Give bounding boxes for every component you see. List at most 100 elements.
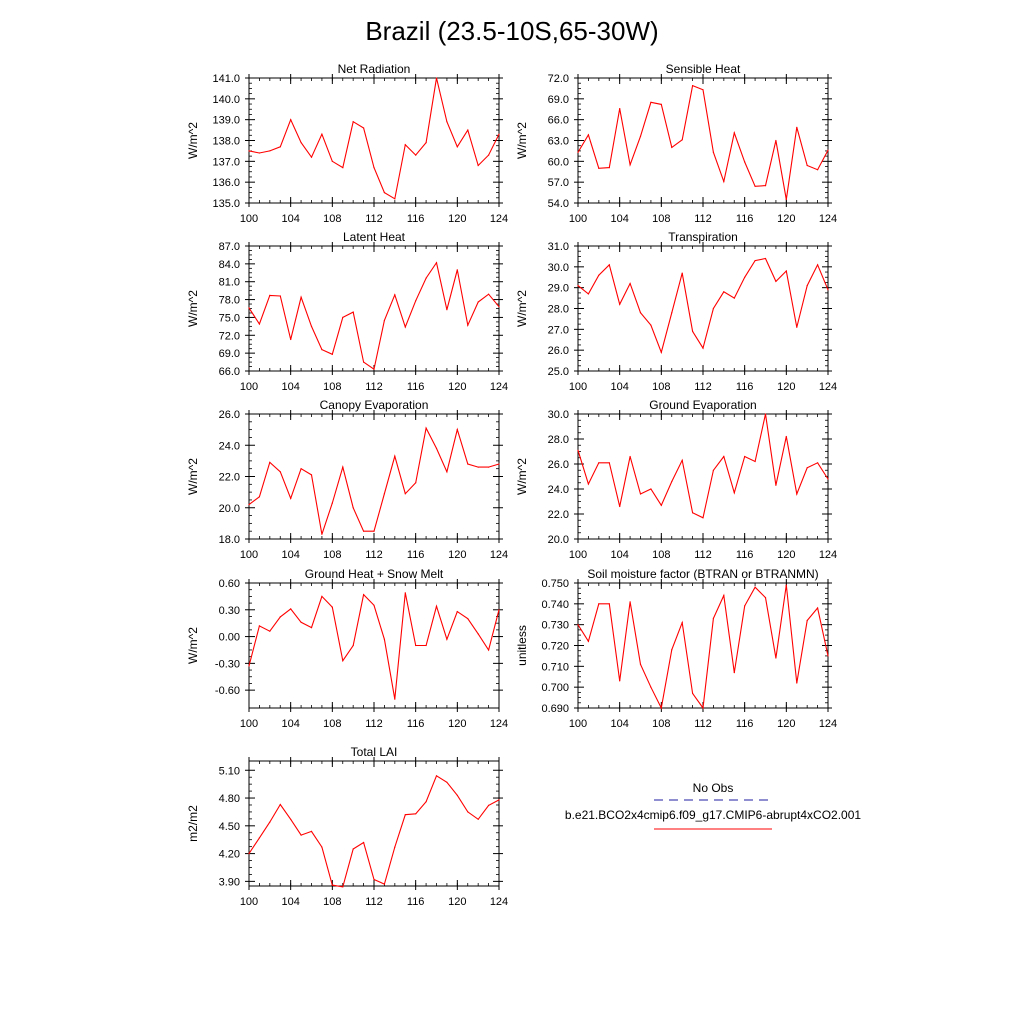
data-point xyxy=(650,686,652,688)
data-point xyxy=(827,655,829,657)
y-axis-label: W/m^2 xyxy=(186,627,200,664)
x-tick-label: 124 xyxy=(490,549,508,561)
x-tick-label: 108 xyxy=(323,381,341,393)
data-point xyxy=(764,413,767,415)
x-tick-label: 112 xyxy=(694,549,712,561)
data-point xyxy=(467,811,469,813)
data-point xyxy=(723,180,725,183)
data-point xyxy=(456,146,458,148)
panel-title: Canopy Evaporation xyxy=(320,398,429,412)
data-point xyxy=(415,813,417,815)
x-tick-label: 124 xyxy=(490,896,508,908)
panel-8: Soil moisture factor (BTRAN or BTRANMN) 1… xyxy=(515,567,837,730)
data-point xyxy=(331,353,333,355)
data-point xyxy=(425,142,427,144)
data-point xyxy=(488,154,490,156)
data-point xyxy=(577,449,579,451)
data-point xyxy=(300,296,302,298)
y-tick-label: 78.0 xyxy=(219,295,240,307)
plot-frame xyxy=(577,413,829,540)
panel-4: Transpiration 100 104 108 112 116 120 124 25.0 26… xyxy=(515,230,837,393)
data-point xyxy=(269,461,271,463)
data-point xyxy=(827,289,829,291)
data-point xyxy=(269,150,271,152)
panel-7: Ground Heat + Snow Melt 100 104 108 112 116 12… xyxy=(186,567,508,730)
y-tick-label: 4.20 xyxy=(219,849,240,861)
data-point xyxy=(383,883,385,885)
panel-9: Total LAI 100 104 108 112 116 120 124 3.90 4.20 4.… xyxy=(186,745,508,908)
data-point xyxy=(404,814,406,816)
data-point xyxy=(248,307,250,309)
y-axis-label: unitless xyxy=(515,625,529,666)
data-point xyxy=(806,285,808,287)
x-tick-label: 116 xyxy=(407,381,425,393)
data-point xyxy=(639,663,642,665)
data-point xyxy=(827,149,829,151)
data-point xyxy=(290,119,292,121)
data-point xyxy=(619,680,621,682)
data-point xyxy=(806,619,808,622)
data-point xyxy=(785,435,787,438)
data-point xyxy=(415,300,417,302)
data-point xyxy=(363,841,365,844)
y-tick-label: 135.0 xyxy=(212,198,240,210)
y-tick-label: 18.0 xyxy=(219,534,240,546)
data-point xyxy=(456,794,458,796)
data-point xyxy=(310,830,313,833)
data-point xyxy=(467,324,469,326)
series-line xyxy=(577,257,829,355)
data-point xyxy=(817,607,819,609)
data-point xyxy=(775,280,777,282)
data-point xyxy=(692,85,694,87)
data-point xyxy=(373,368,375,370)
series-line xyxy=(248,592,500,700)
data-point xyxy=(692,512,694,514)
data-point xyxy=(639,312,642,314)
y-tick-label: 24.0 xyxy=(548,484,569,496)
y-tick-label: 0.700 xyxy=(541,682,569,694)
x-tick-label: 108 xyxy=(652,213,670,225)
data-point xyxy=(754,185,756,187)
data-point xyxy=(321,133,323,135)
legend: No Obs b.e21.BCO2x4cmip6.f09_g17.CMIP6-ab… xyxy=(565,781,861,830)
data-point xyxy=(785,584,787,586)
panel-title: Total LAI xyxy=(351,745,398,759)
data-point xyxy=(754,460,756,463)
x-tick-label: 124 xyxy=(819,549,837,561)
data-point xyxy=(415,154,417,156)
data-point xyxy=(796,493,798,495)
data-point xyxy=(435,447,438,449)
data-point xyxy=(744,276,746,278)
y-tick-label: 26.0 xyxy=(548,345,569,357)
data-point xyxy=(300,621,302,623)
y-tick-label: 136.0 xyxy=(212,177,240,189)
data-point xyxy=(446,781,448,783)
data-point xyxy=(331,502,333,504)
y-tick-label: 30.0 xyxy=(548,409,569,421)
data-point xyxy=(577,285,579,287)
panel-5: Canopy Evaporation 100 104 108 112 116 120 124 1… xyxy=(186,398,508,561)
y-tick-label: 26.0 xyxy=(548,459,569,471)
data-point xyxy=(712,617,715,620)
series-line xyxy=(248,426,500,535)
data-point xyxy=(488,293,490,295)
data-point xyxy=(619,303,621,305)
data-point xyxy=(435,775,438,777)
data-point xyxy=(827,478,829,480)
data-point xyxy=(671,649,673,651)
x-tick-label: 120 xyxy=(448,213,466,225)
x-tick-label: 100 xyxy=(569,718,587,730)
data-point xyxy=(373,530,375,532)
data-point xyxy=(587,483,590,485)
data-point xyxy=(498,799,500,801)
data-point xyxy=(342,316,344,318)
data-point xyxy=(404,326,406,328)
data-point xyxy=(394,294,396,296)
data-point xyxy=(681,459,683,461)
data-point xyxy=(796,326,798,328)
x-tick-label: 100 xyxy=(240,896,258,908)
y-tick-label: 63.0 xyxy=(548,136,569,148)
x-tick-label: 112 xyxy=(365,381,383,393)
y-tick-label: 24.0 xyxy=(219,440,240,452)
y-tick-label: 72.0 xyxy=(548,73,569,85)
